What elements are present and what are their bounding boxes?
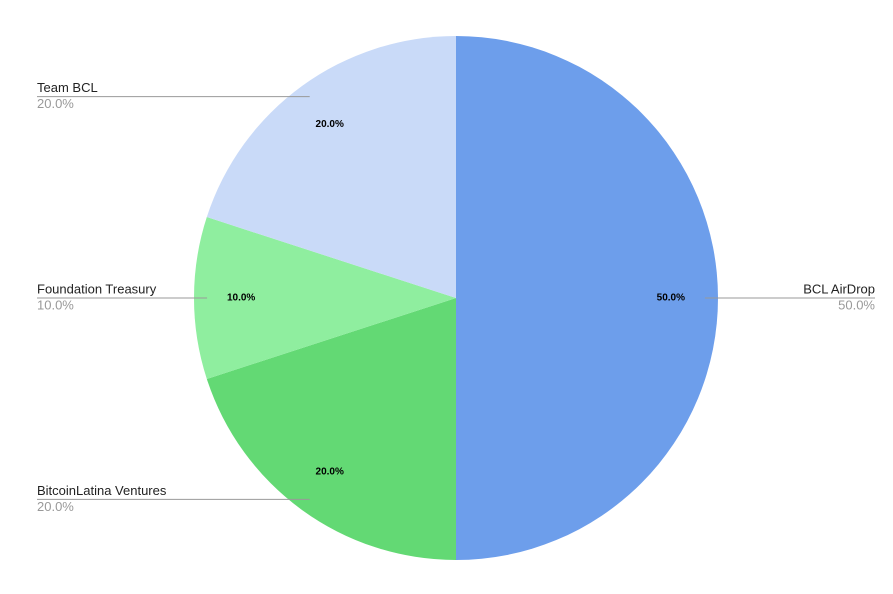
slice-label: 20.0% [316, 119, 344, 130]
legend-label: Team BCL [37, 80, 98, 95]
pie-slice [456, 36, 718, 560]
pie-slice [206, 36, 456, 298]
legend-value: 20.0% [37, 96, 74, 111]
slice-label: 10.0% [227, 293, 255, 304]
legend-label: BitcoinLatina Ventures [37, 483, 167, 498]
legend-label: Foundation Treasury [37, 281, 157, 296]
pie-slice [194, 217, 456, 379]
legend-value: 20.0% [37, 499, 74, 514]
slice-label: 50.0% [657, 293, 685, 304]
legend-label: BCL AirDrop [803, 281, 875, 296]
legend-value: 10.0% [37, 297, 74, 312]
slice-label: 20.0% [316, 466, 344, 477]
pie-slice [206, 298, 456, 560]
legend-value: 50.0% [838, 297, 875, 312]
